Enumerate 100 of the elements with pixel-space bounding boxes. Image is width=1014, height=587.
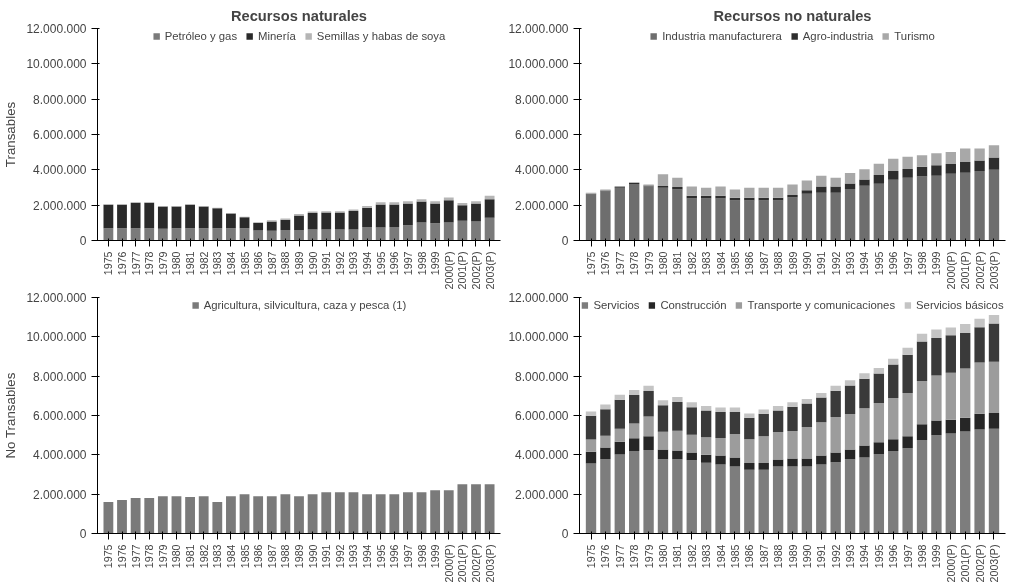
x-tick-label: 1996 — [887, 544, 900, 569]
x-tick-label: 1982 — [685, 544, 698, 569]
x-tick-label: 1979 — [642, 544, 655, 569]
x-tick-label: 1993 — [347, 251, 360, 276]
x-tick-label: 1992 — [333, 544, 346, 569]
x-tick-label: 2000(P) — [442, 251, 455, 290]
x-tick-label: 1999 — [429, 544, 442, 569]
y-tick-label: 2.000.000 — [33, 198, 87, 213]
y-tick-label: 0 — [79, 234, 87, 248]
x-tick-label: 1985 — [238, 251, 251, 276]
chart-title: Recursos naturales — [230, 7, 368, 24]
x-tick-label: 1986 — [252, 544, 265, 569]
x-tick-label: 1985 — [728, 251, 741, 276]
x-tick-label: 1989 — [786, 544, 799, 569]
x-tick-label: 1995 — [872, 544, 885, 569]
x-tick-label: 2001(P) — [959, 544, 972, 583]
x-tick-label: 1988 — [279, 544, 292, 569]
x-tick-label: 1991 — [815, 544, 828, 569]
x-tick-label: 2001(P) — [456, 544, 469, 583]
x-tick-label: 1980 — [170, 251, 183, 276]
x-tick-label: 1995 — [872, 251, 885, 276]
y-tick-label: 2.000.000 — [33, 487, 87, 502]
legend-label: Servicios básicos — [916, 299, 1004, 311]
x-tick-label: 2003(P) — [483, 544, 496, 583]
x-tick-label: 1976 — [599, 251, 612, 276]
x-tick-label: 1998 — [415, 544, 428, 569]
y-tick-label: 2.000.000 — [515, 487, 569, 502]
x-tick-label: 2000(P) — [944, 544, 957, 583]
x-tick-label: 1993 — [844, 544, 857, 569]
x-tick-label: 1982 — [685, 251, 698, 276]
x-tick-label: 1988 — [279, 251, 292, 276]
y-tick-label: 4.000.000 — [515, 448, 569, 463]
y-tick-label: 8.000.000 — [515, 369, 569, 384]
x-tick-label: 2002(P) — [973, 251, 986, 290]
x-tick-label: 2003(P) — [483, 251, 496, 290]
x-tick-label: 1983 — [700, 251, 713, 276]
x-tick-label: 1986 — [743, 544, 756, 569]
x-tick-label: 1994 — [858, 251, 871, 276]
y-tick-label: 8.000.000 — [33, 92, 87, 107]
x-tick-label: 1975 — [102, 251, 115, 276]
x-tick-label: 1987 — [757, 251, 770, 276]
x-tick-label: 1994 — [858, 544, 871, 569]
legend-label: Turismo — [894, 30, 935, 42]
y-tick-label: 6.000.000 — [33, 409, 87, 423]
x-tick-label: 1984 — [224, 251, 237, 276]
x-tick-label: 1993 — [347, 544, 360, 569]
y-tick-label: 0 — [561, 234, 569, 248]
x-tick-label: 1985 — [238, 544, 251, 569]
x-tick-label: 1987 — [265, 251, 278, 276]
y-tick-label: 12.000.000 — [26, 22, 87, 36]
x-tick-label: 1994 — [361, 251, 374, 276]
y-tick-label: 10.000.000 — [508, 57, 569, 72]
x-tick-label: 1975 — [585, 251, 598, 276]
x-tick-label: 1977 — [613, 544, 626, 569]
y-tick-label: 8.000.000 — [515, 92, 569, 107]
x-tick-label: 1997 — [401, 544, 414, 569]
legend-label: Servicios — [593, 299, 640, 311]
y-tick-label: 6.000.000 — [515, 128, 569, 142]
y-tick-label: 6.000.000 — [33, 128, 87, 142]
y-tick-label: 12.000.000 — [508, 22, 569, 36]
x-tick-label: 1985 — [728, 544, 741, 569]
x-tick-label: 2000(P) — [442, 544, 455, 583]
x-tick-label: 1978 — [628, 251, 641, 276]
x-tick-label: 1977 — [613, 251, 626, 276]
x-tick-label: 1990 — [306, 251, 319, 276]
x-tick-label: 1997 — [901, 251, 914, 276]
x-tick-label: 1979 — [642, 251, 655, 276]
x-tick-label: 1976 — [116, 544, 129, 569]
x-tick-label: 1978 — [143, 544, 156, 569]
chart-title: Recursos no naturales — [713, 7, 872, 24]
x-tick-label: 1980 — [656, 544, 669, 569]
x-tick-label: 1986 — [252, 251, 265, 276]
legend-label: Minería — [258, 30, 296, 42]
x-tick-label: 1987 — [265, 544, 278, 569]
y-tick-label: 10.000.000 — [508, 330, 569, 345]
x-tick-label: 1986 — [743, 251, 756, 276]
x-tick-label: 1992 — [333, 251, 346, 276]
x-tick-label: 1983 — [211, 544, 224, 569]
y-tick-label: 6.000.000 — [515, 409, 569, 423]
x-tick-label: 1989 — [293, 544, 305, 569]
x-tick-label: 1990 — [800, 251, 813, 276]
legend-label: Transporte y comunicaciones — [747, 299, 896, 311]
legend-label: Petróleo y gas — [164, 30, 238, 42]
x-tick-label: 2002(P) — [973, 544, 986, 583]
y-tick-label: 4.000.000 — [33, 163, 87, 178]
y-tick-label: 0 — [561, 527, 569, 541]
x-tick-label: 1995 — [374, 544, 387, 569]
x-tick-label: 1975 — [585, 544, 598, 569]
x-tick-label: 1980 — [170, 544, 183, 569]
x-tick-label: 1984 — [714, 544, 727, 569]
x-tick-label: 1984 — [224, 544, 237, 569]
legend-label: Construcción — [660, 299, 727, 311]
x-tick-label: 1996 — [887, 251, 900, 276]
x-tick-label: 1999 — [429, 251, 442, 276]
x-tick-label: 1992 — [829, 544, 842, 569]
y-tick-label: 12.000.000 — [508, 291, 569, 305]
x-tick-label: 1998 — [916, 544, 929, 569]
x-tick-label: 1982 — [197, 544, 210, 569]
x-tick-label: 1980 — [656, 251, 669, 276]
y-axis-title: No Transables — [3, 372, 19, 459]
